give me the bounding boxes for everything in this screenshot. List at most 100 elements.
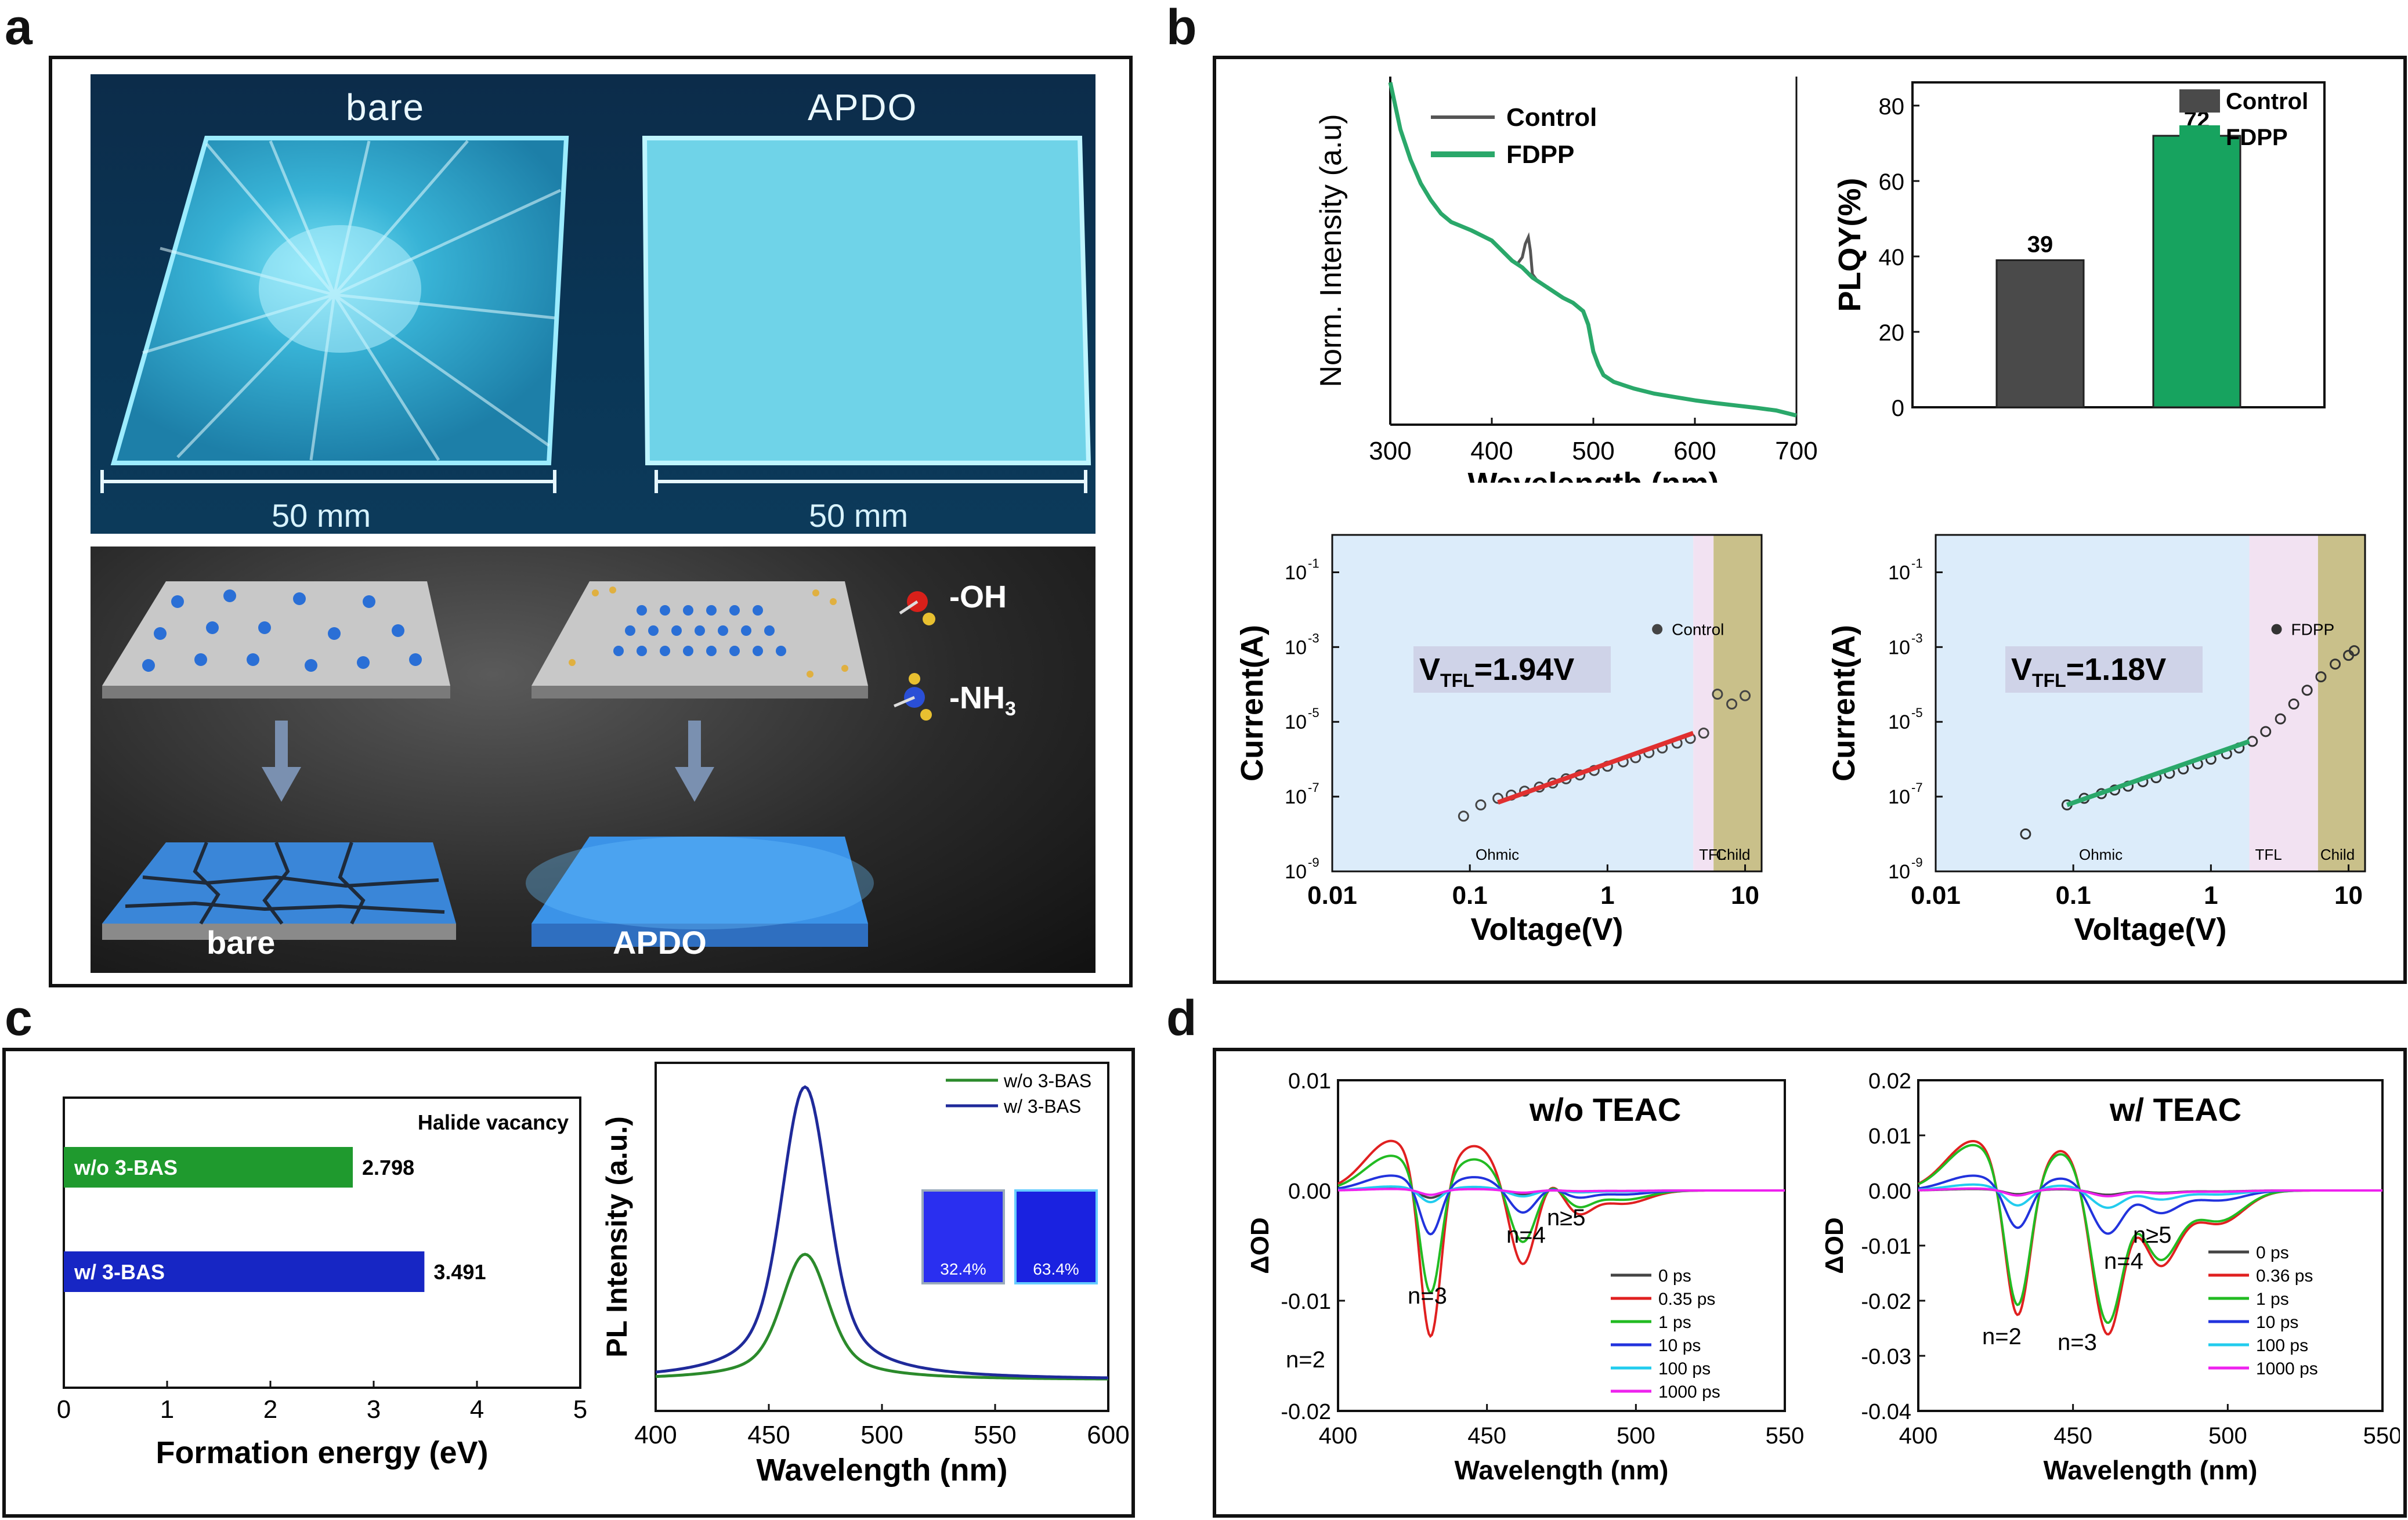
series-line-control <box>1389 82 1797 417</box>
y-tick-label: 80 <box>1879 94 1905 120</box>
data-point <box>1698 728 1709 739</box>
data-point <box>1475 799 1487 810</box>
pl-series-line <box>655 1085 1109 1380</box>
x-tick-label: 500 <box>2208 1423 2247 1449</box>
x-tick-label: 5 <box>573 1395 587 1424</box>
y-tick-exponent: -7 <box>1308 780 1319 795</box>
inset-film-wo <box>921 1189 1005 1284</box>
y-tick-label: 40 <box>1879 245 1905 270</box>
x-tick-label: 500 <box>1572 437 1614 465</box>
y-tick-label: 0.01 <box>1288 1069 1331 1094</box>
legend-nh3: -NH3 <box>949 681 1016 720</box>
region-label-child: Child <box>2320 846 2355 863</box>
bare-molecules <box>142 589 422 672</box>
inset-film-w <box>1014 1189 1098 1284</box>
peak-annotation: n≥5 <box>1547 1205 1585 1231</box>
y-tick-label: -0.02 <box>1861 1290 1911 1314</box>
data-point <box>2288 698 2299 710</box>
x-tick-label: 10 <box>1731 881 1759 910</box>
schematic-label-bare: bare <box>207 924 276 961</box>
legend-label: Control <box>1672 621 1724 639</box>
plot-frame <box>63 1096 581 1389</box>
legend-label: Control <box>2226 89 2308 114</box>
y-axis-title: Current(A) <box>1235 625 1270 781</box>
legend-label: FDPP <box>1506 140 1574 169</box>
y-tick-exponent: -9 <box>1911 855 1923 870</box>
data-point <box>2275 713 2286 725</box>
y-tick-label: 10 <box>1888 711 1910 733</box>
legend-label: 1 ps <box>2256 1290 2289 1309</box>
vtfl-sub: TFL <box>1440 670 1474 691</box>
legend-label: FDPP <box>2226 125 2288 150</box>
data-point <box>1712 689 1723 700</box>
y-tick-label: 0 <box>1892 396 1904 421</box>
plot-frame <box>1935 534 2366 873</box>
legend-label: 100 ps <box>1658 1359 1711 1378</box>
photo-label-apdo: APDO <box>808 86 918 128</box>
bar-category-label: w/ 3-BAS <box>74 1260 165 1284</box>
legend-label: 100 ps <box>2256 1336 2308 1355</box>
region-label-child: Child <box>1716 846 1750 863</box>
peak-annotation: n=2 <box>1286 1347 1325 1373</box>
scale-label-right: 50 mm <box>809 497 909 534</box>
x-axis-title: Wavelength (nm) <box>2044 1455 2258 1485</box>
data-point-outlier <box>2271 624 2282 635</box>
scale-label-left: 50 mm <box>272 497 371 534</box>
y-tick-exponent: -3 <box>1308 631 1319 645</box>
region-tfl <box>1693 535 1714 871</box>
y-tick-label: 10 <box>1285 786 1307 808</box>
film-cracks <box>125 841 445 925</box>
peak-annotation: n=4 <box>2104 1248 2143 1274</box>
y-tick-exponent: -1 <box>1911 556 1923 570</box>
panel-c: Halide vacancy w/o 3-BAS 2.798 w/ 3-BAS 3.49… <box>2 1048 1135 1518</box>
legend-label: 0.36 ps <box>2256 1266 2313 1286</box>
y-tick-label: 60 <box>1879 169 1905 195</box>
x-tick-label: 550 <box>1766 1423 1805 1449</box>
x-tick-label: 10 <box>2334 881 2363 910</box>
legend-label: 0.35 ps <box>1658 1290 1715 1309</box>
y-tick-label: 10 <box>1888 786 1910 808</box>
pl-chart: 400 450 500 550 600 Wavelength (nm) PL Intensi… <box>601 1062 1130 1488</box>
y-tick-label: 0.00 <box>1868 1179 1911 1204</box>
data-point <box>2020 828 2031 840</box>
legend-label: 1000 ps <box>2256 1359 2318 1378</box>
y-tick-label: 0.00 <box>1288 1179 1331 1204</box>
bar-fdpp <box>2152 135 2241 408</box>
data-point <box>1726 698 1738 710</box>
plot-frame <box>1911 81 2326 408</box>
fit-line <box>2066 739 2250 808</box>
bar-category-label: w/o 3-BAS <box>74 1156 178 1179</box>
absorption-chart: 300 400 500 600 700 Wavelength (nm) Norm. Inte… <box>1314 77 1818 483</box>
data-point <box>2260 726 2272 737</box>
x-tick-label: 550 <box>2363 1423 2400 1449</box>
data-point <box>1458 810 1469 822</box>
data-point <box>1740 690 1751 701</box>
region-tfl <box>2249 535 2318 871</box>
x-axis-title: Voltage(V) <box>2074 912 2226 947</box>
bar-value-label: 39 <box>2027 232 2053 258</box>
x-tick-label: 700 <box>1775 437 1817 465</box>
x-axis-title: Voltage(V) <box>1470 912 1623 947</box>
region-ohmic <box>1936 535 2250 871</box>
vtfl-value: =1.18V <box>2066 652 2167 687</box>
legend-label: 0 ps <box>1658 1266 1691 1286</box>
legend-label: 0 ps <box>2256 1243 2289 1262</box>
y-axis-title: ΔOD <box>1246 1217 1274 1274</box>
x-tick-label: 450 <box>747 1421 790 1449</box>
x-tick-label: 3 <box>367 1395 381 1424</box>
legend-label: FDPP <box>2291 621 2335 639</box>
legend-swatch <box>2179 125 2220 149</box>
region-label-ohmic: Ohmic <box>1476 846 1519 863</box>
schematic-label-apdo: APDO <box>613 924 707 961</box>
x-tick-label: 400 <box>1899 1423 1938 1449</box>
y-tick-label: -0.04 <box>1861 1400 1911 1424</box>
x-tick-label: 0.1 <box>1452 881 1488 910</box>
x-axis-title: Wavelength (nm) <box>1467 466 1719 483</box>
y-tick-label: -0.01 <box>1861 1235 1911 1259</box>
vtfl-label: VTFL=1.18V <box>2011 652 2166 691</box>
legend-label: 10 ps <box>2256 1313 2298 1332</box>
arrow-down-icon-2 <box>675 721 714 802</box>
panel-d: 400 450 500 550 0.01 0.00 -0.01 -0.02 Wavelength… <box>1213 1048 2407 1518</box>
y-axis-title: PLQY(%) <box>1832 178 1867 312</box>
